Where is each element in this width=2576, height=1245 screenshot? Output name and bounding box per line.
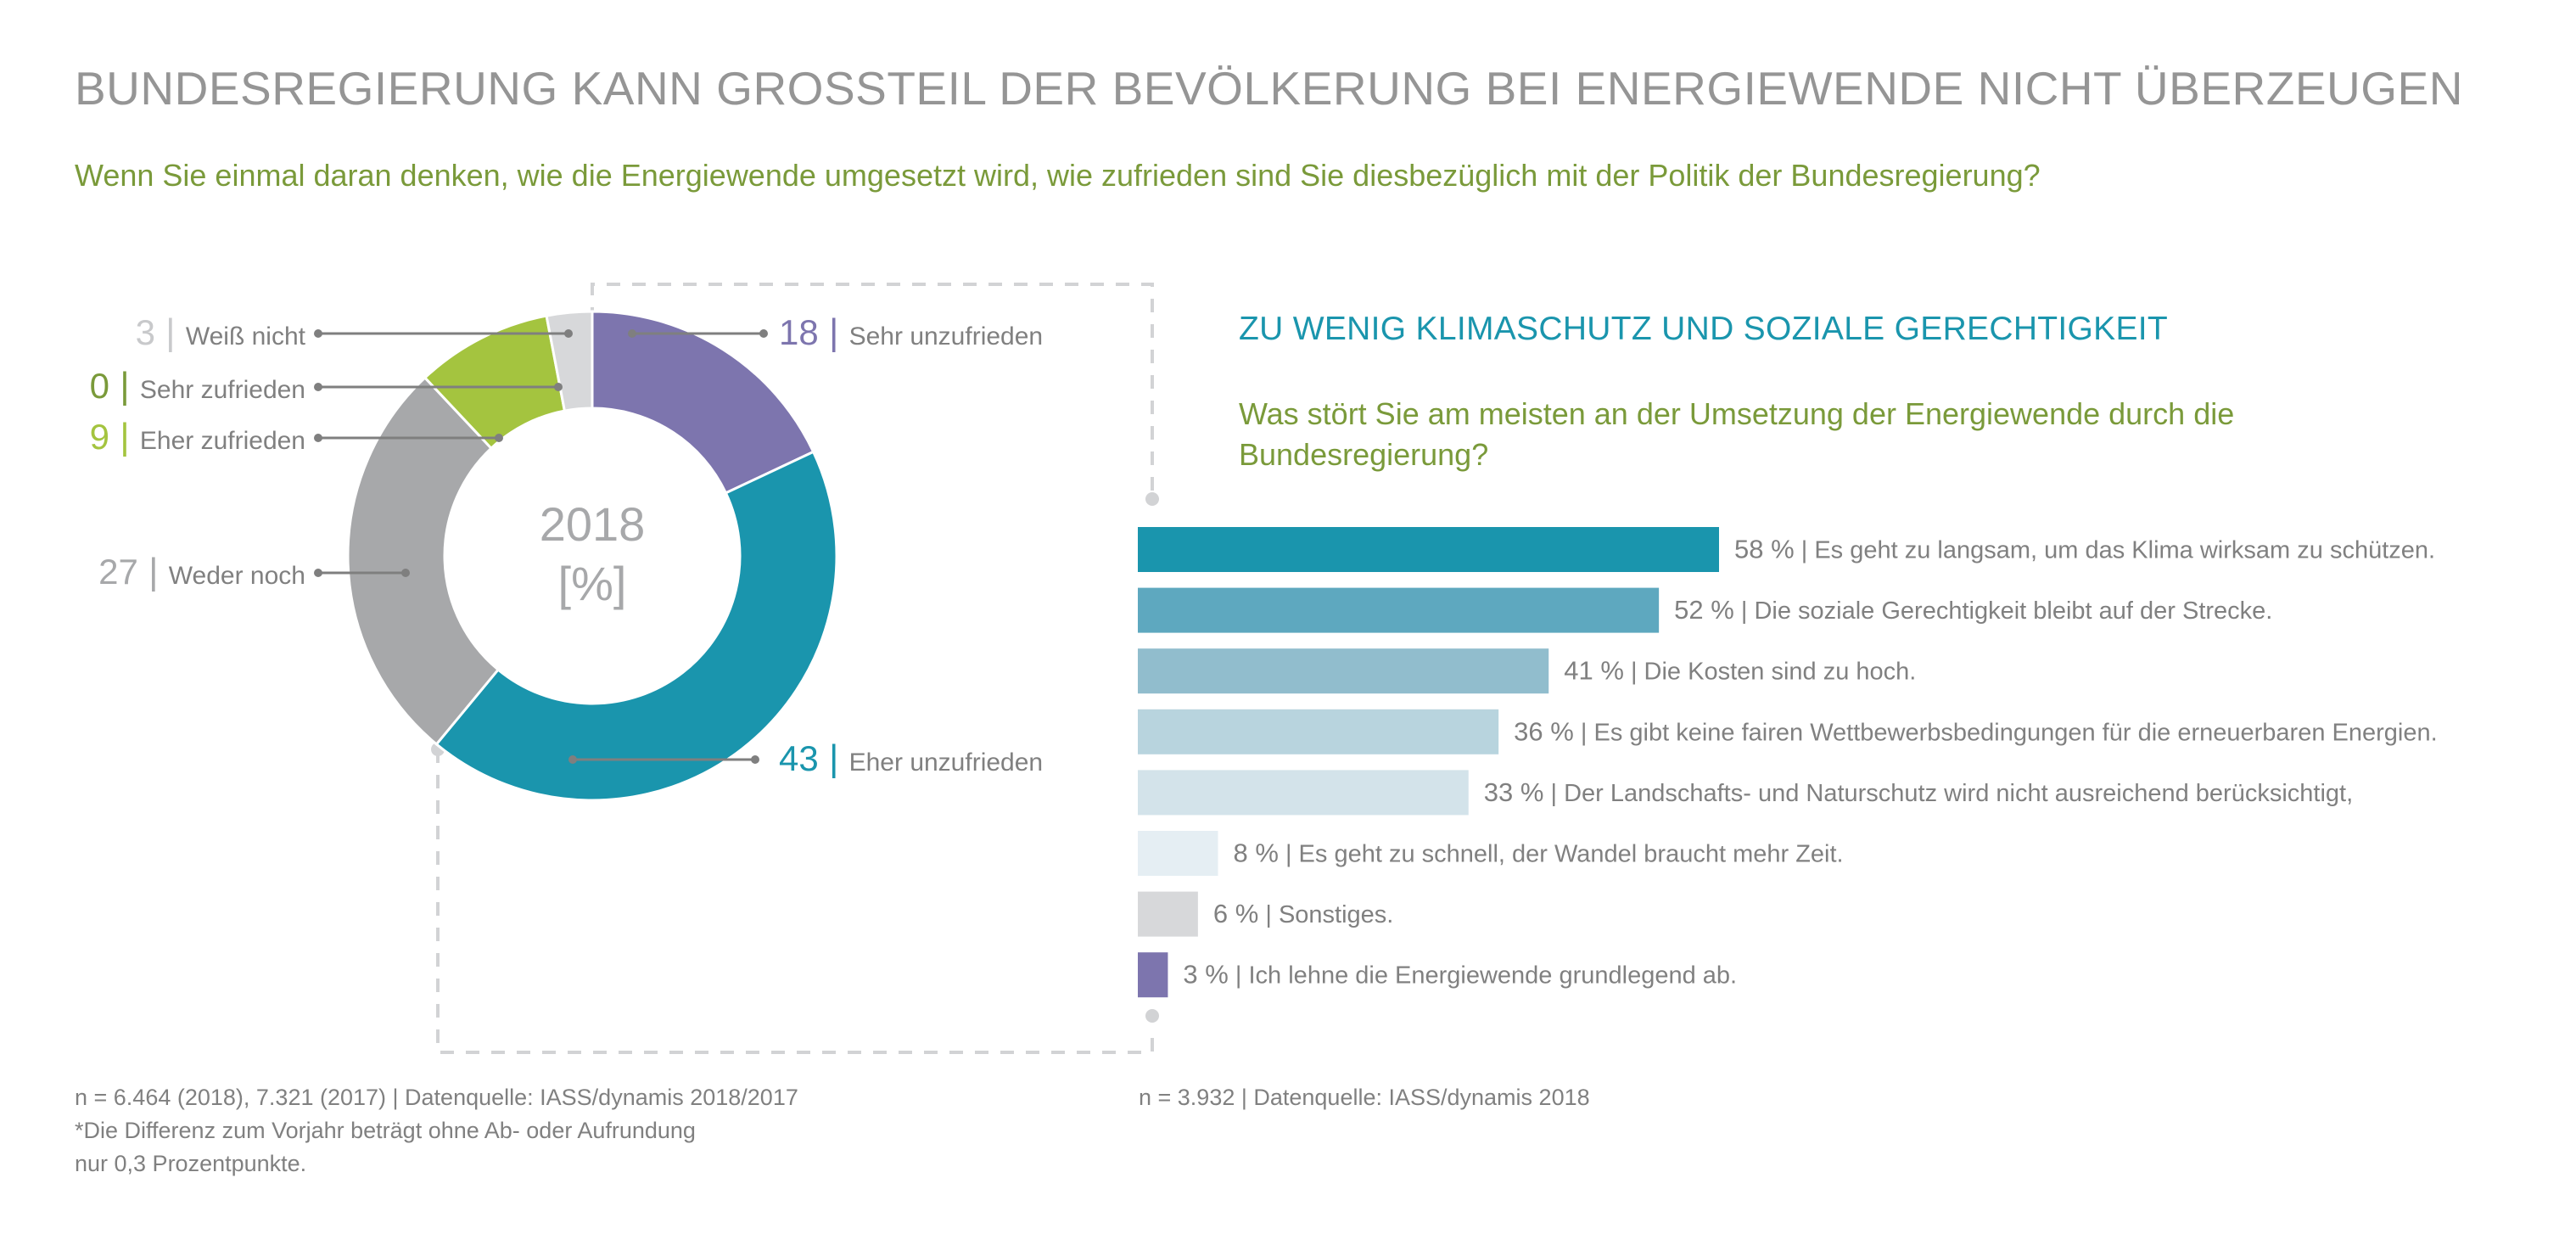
bar-category: Der Landschafts- und Naturschutz wird ni…	[1564, 780, 2353, 807]
bar-value: 41 %	[1564, 656, 1624, 686]
leader-dot	[554, 383, 563, 391]
donut-category: Eher unzufrieden	[849, 749, 1044, 777]
bar-category: Die Kosten sind zu hoch.	[1644, 659, 1917, 686]
separator: |	[1795, 537, 1815, 564]
dashed-line-bottom	[436, 749, 1154, 1054]
donut-category: Eher zufrieden	[140, 427, 305, 455]
leader-dot	[401, 569, 410, 577]
footnote-left-line-3: nur 0,3 Prozentpunkte.	[75, 1151, 307, 1176]
footnote-left: n = 6.464 (2018), 7.321 (2017) | Datenqu…	[75, 1081, 923, 1181]
donut-value: 0	[90, 366, 109, 406]
donut-value: 3	[136, 312, 155, 352]
separator: |	[1624, 659, 1644, 686]
connector-dot	[1145, 492, 1159, 506]
donut-label: 27 | Weder noch	[98, 551, 305, 592]
separator: |	[1574, 719, 1594, 746]
bar	[1138, 709, 1499, 754]
bar-label: 41 % | Die Kosten sind zu hoch.	[1564, 656, 1916, 686]
donut-label: 3 | Weiß nicht	[136, 311, 306, 353]
donut-label: 18 | Sehr unzufrieden	[779, 311, 1043, 353]
separator: |	[819, 737, 849, 779]
dashed-line-top	[591, 283, 1154, 499]
bar-value: 8 %	[1233, 838, 1278, 868]
main-title: BUNDESREGIERUNG KANN GROSSTEIL DER BEVÖL…	[75, 62, 2463, 115]
donut-slice-weder-noch	[346, 375, 501, 747]
bar-label: 58 % | Es geht zu langsam, um das Klima …	[1734, 535, 2435, 564]
bar-label: 33 % | Der Landschafts- und Naturschutz …	[1484, 777, 2353, 807]
footnote-left-line-2: *Die Differenz zum Vorjahr beträgt ohne …	[75, 1118, 696, 1143]
separator: |	[819, 311, 849, 353]
bar-category: Ich lehne die Energiewende grundlegend a…	[1249, 962, 1738, 990]
separator: |	[1279, 841, 1299, 868]
bar-value: 6 %	[1213, 899, 1258, 928]
bar-label: 52 % | Die soziale Gerechtigkeit bleibt …	[1674, 595, 2272, 625]
bar-label: 6 % | Sonstiges.	[1213, 899, 1394, 928]
donut-slice-sehr-unzufrieden	[591, 310, 815, 495]
bar-category: Es geht zu schnell, der Wandel braucht m…	[1299, 841, 1844, 868]
bar-chart-question: Was stört Sie am meisten an der Umsetzun…	[1239, 396, 2235, 472]
separator: |	[1229, 962, 1249, 990]
bar	[1138, 770, 1469, 816]
footnote-right: n = 3.932 | Datenquelle: IASS/dynamis 20…	[1139, 1085, 1590, 1110]
donut-category: Sehr unzufrieden	[849, 322, 1044, 351]
leader-dot	[564, 329, 573, 338]
leader-dot	[751, 755, 759, 764]
donut-value: 9	[90, 417, 109, 457]
bar-value: 33 %	[1484, 777, 1544, 807]
bar-category: Es gibt keine fairen Wettbewerbsbedingun…	[1594, 719, 2438, 746]
bar	[1138, 527, 1719, 572]
bar-value: 36 %	[1514, 716, 1574, 746]
donut-center-unit: [%]	[558, 557, 627, 610]
bar	[1138, 648, 1549, 694]
donut-center-year: 2018	[540, 497, 646, 551]
bar	[1138, 952, 1168, 998]
bar-value: 52 %	[1674, 595, 1734, 625]
separator: |	[109, 365, 140, 407]
leader-dot	[314, 569, 322, 577]
separator: |	[1734, 597, 1755, 625]
donut-label: 43 | Eher unzufrieden	[779, 737, 1043, 779]
footnote-left-line-1: n = 6.464 (2018), 7.321 (2017) | Datenqu…	[75, 1085, 798, 1110]
leader-dot	[314, 329, 322, 338]
donut-value: 18	[779, 312, 819, 352]
bar-category: Sonstiges.	[1279, 901, 1393, 928]
connector-dot	[1145, 1009, 1159, 1023]
bar-label: 3 % | Ich lehne die Energiewende grundle…	[1183, 960, 1737, 990]
leader-dot	[495, 434, 503, 442]
separator: |	[109, 416, 140, 457]
donut-slice-eher-unzufrieden	[434, 450, 838, 802]
leader-dot	[759, 329, 768, 338]
donut-value: 27	[98, 552, 138, 592]
bar-chart-title: ZU WENIG KLIMASCHUTZ UND SOZIALE GERECHT…	[1239, 311, 2169, 347]
leader-dot	[628, 329, 636, 338]
donut-labels: 18 | Sehr unzufrieden 43 | Eher unzufried…	[90, 311, 1043, 779]
bar-value: 3 %	[1183, 960, 1228, 990]
bar-category: Die soziale Gerechtigkeit bleibt auf der…	[1754, 597, 2272, 625]
bar-chart: 58 % | Es geht zu langsam, um das Klima …	[1138, 527, 2438, 998]
leader-dot	[314, 383, 322, 391]
bar-category: Es geht zu langsam, um das Klima wirksam…	[1814, 537, 2435, 564]
donut-label: 9 | Eher zufrieden	[90, 416, 305, 457]
leader-dot	[568, 755, 577, 764]
bar-label: 8 % | Es geht zu schnell, der Wandel bra…	[1233, 838, 1843, 868]
donut-value: 43	[779, 738, 819, 778]
donut-chart: 2018 [%]	[346, 310, 838, 802]
separator: |	[1543, 780, 1564, 807]
bar	[1138, 831, 1218, 876]
bar	[1138, 891, 1198, 937]
donut-category: Sehr zufrieden	[140, 376, 305, 404]
donut-category: Weder noch	[169, 562, 305, 590]
donut-label: 0 | Sehr zufrieden	[90, 365, 305, 407]
donut-category: Weiß nicht	[186, 322, 306, 351]
separator: |	[1258, 901, 1279, 928]
bar-label: 36 % | Es gibt keine fairen Wettbewerbsb…	[1514, 716, 2438, 746]
main-question: Wenn Sie einmal daran denken, wie die En…	[75, 158, 2041, 193]
bar-value: 58 %	[1734, 535, 1795, 564]
separator: |	[138, 551, 169, 592]
leader-dot	[314, 434, 322, 442]
donut-slice-wei-nicht	[545, 310, 594, 412]
bar	[1138, 587, 1660, 633]
separator: |	[155, 311, 186, 353]
